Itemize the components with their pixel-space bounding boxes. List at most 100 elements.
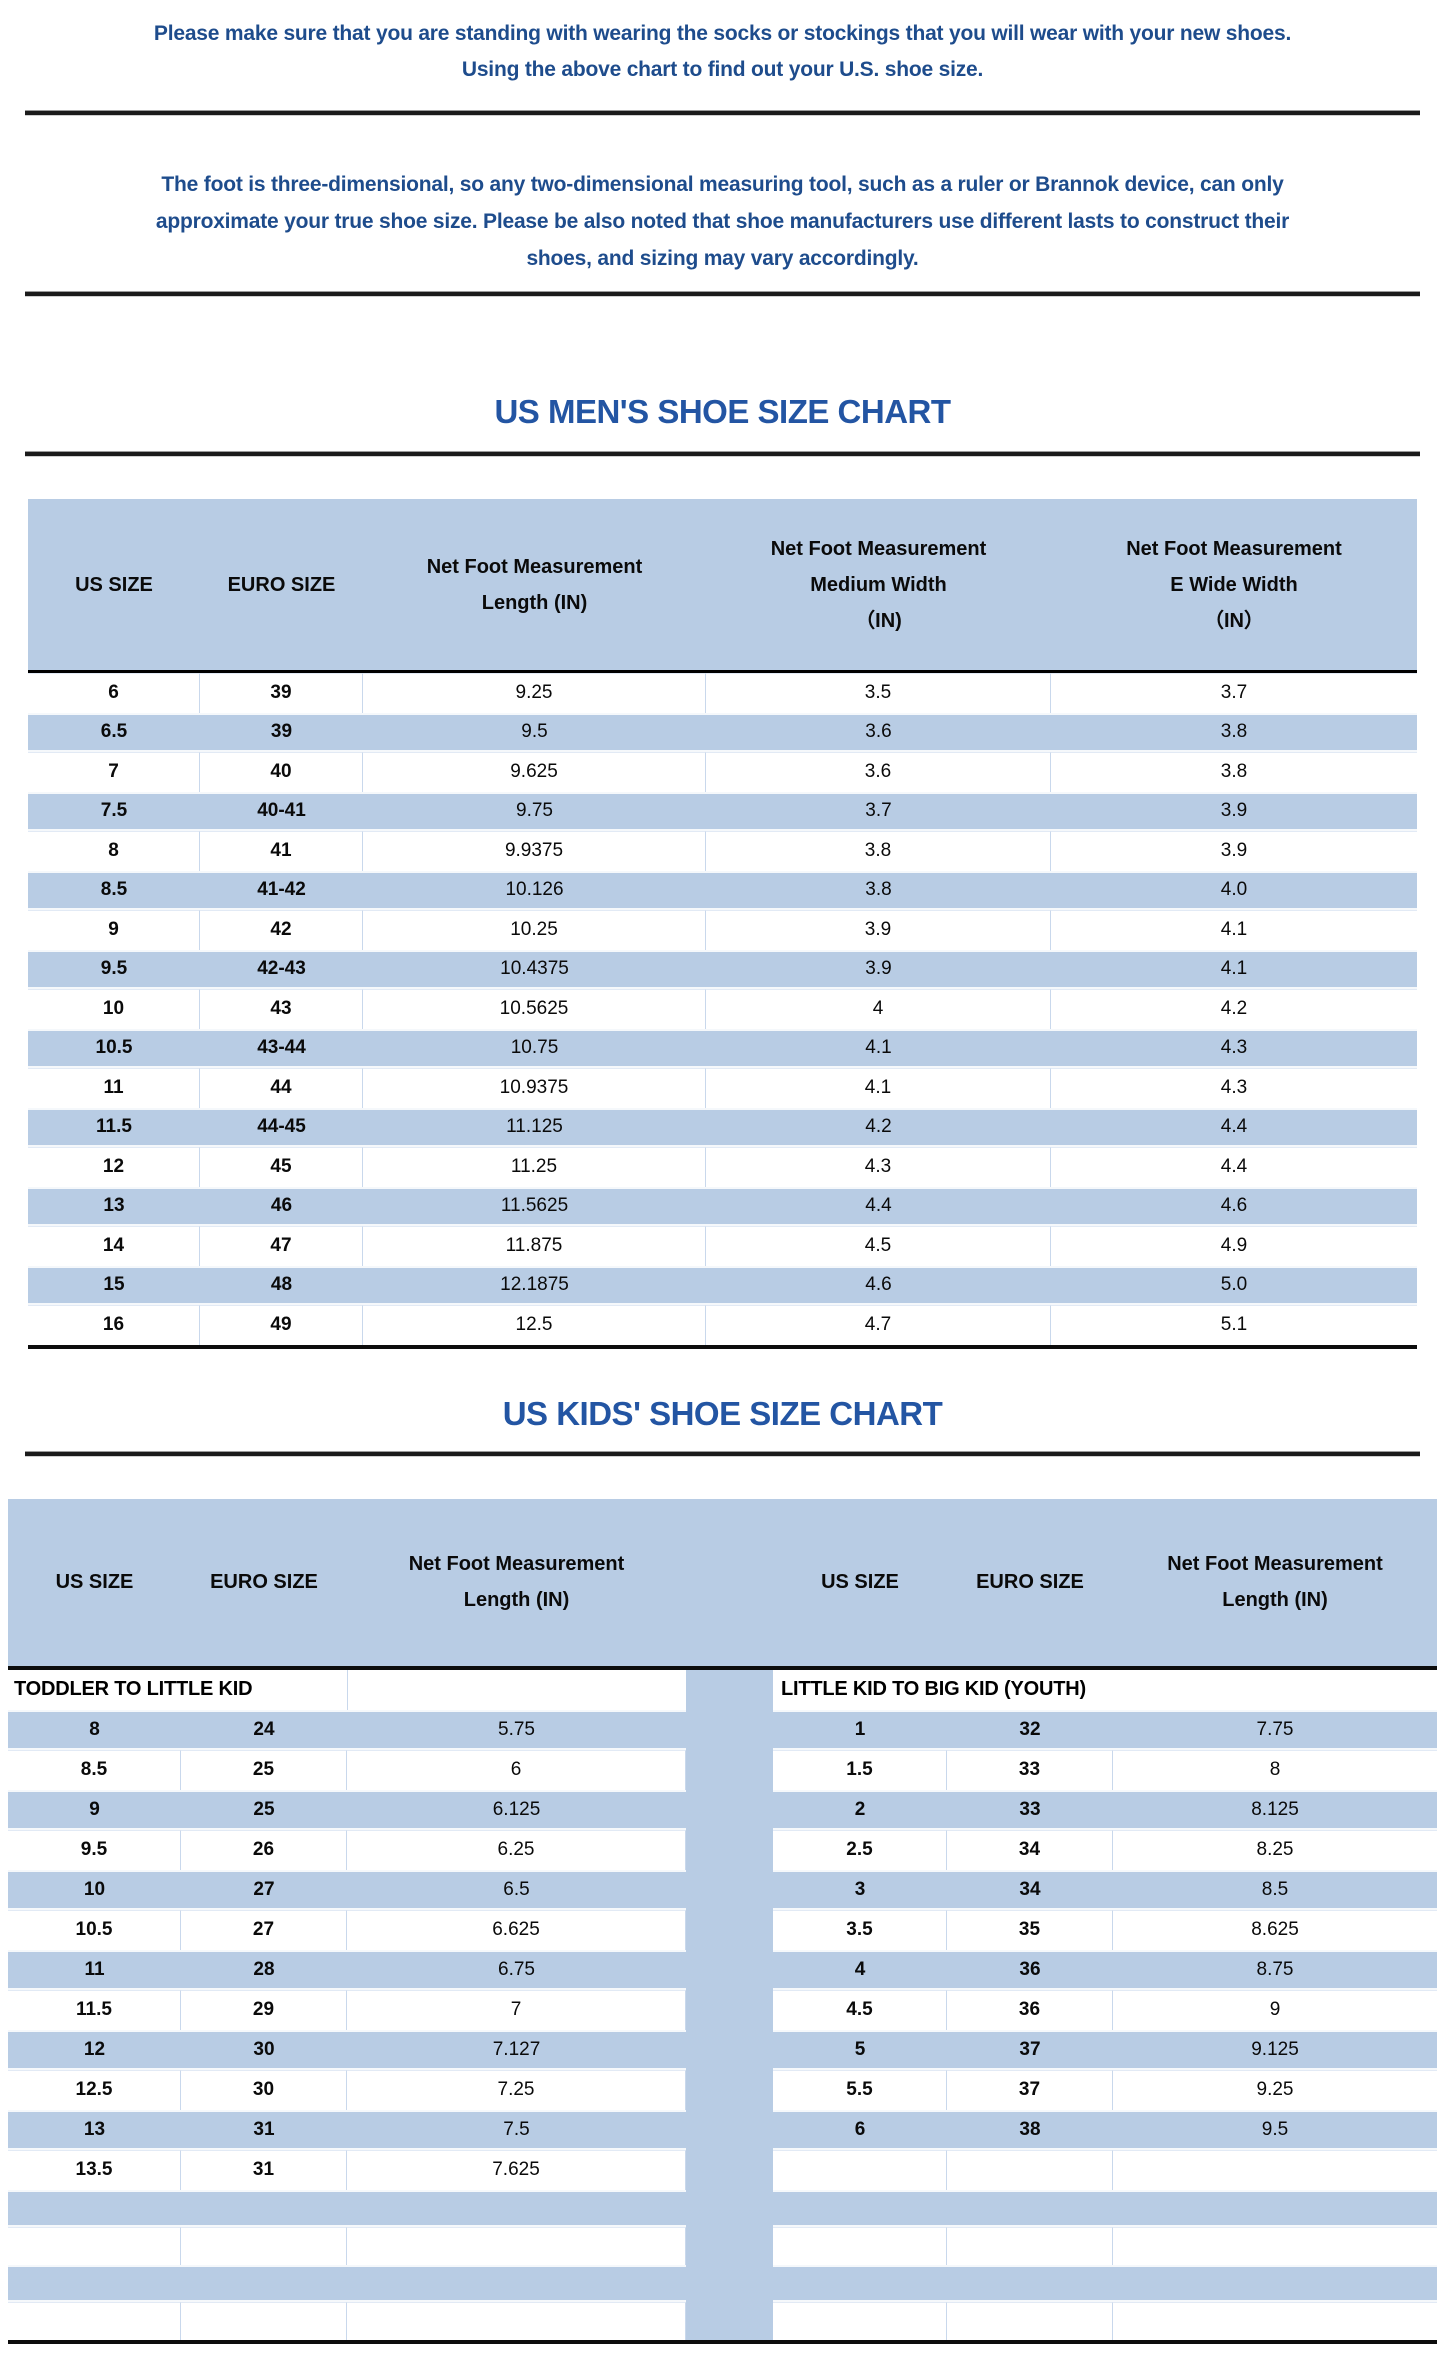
whitespace-gap — [0, 457, 1445, 499]
spacer-cell — [686, 1749, 773, 1790]
table-cell: 27 — [181, 1869, 347, 1910]
table-row — [8, 2189, 1437, 2227]
table-cell: 3.8 — [1051, 752, 1417, 792]
table-cell: 28 — [181, 1949, 347, 1990]
table-cell: 4.3 — [1051, 1068, 1417, 1108]
table-cell: 3.8 — [1051, 712, 1417, 752]
table-cell: 3.9 — [1051, 831, 1417, 871]
table-cell: 4.4 — [706, 1186, 1051, 1226]
spacer-cell — [686, 2109, 773, 2150]
table-row: 11.5 44-45 11.125 4.2 4.4 — [28, 1107, 1417, 1147]
header-cell: EURO SIZE — [200, 499, 363, 670]
table-cell: 2 — [773, 1789, 947, 1830]
table-cell: 9.5 — [1113, 2109, 1437, 2150]
spacer-cell — [686, 1709, 773, 1750]
table-row: 11 28 6.75 4 36 8.75 — [8, 1949, 1437, 1990]
table-row: 11 44 10.9375 4.1 4.3 — [28, 1068, 1417, 1108]
spacer-cell — [686, 2189, 773, 2227]
intro-line: shoes, and sizing may vary accordingly. — [526, 247, 919, 270]
spacer-cell — [686, 1869, 773, 1910]
table-cell: 24 — [181, 1709, 347, 1750]
table-cell: 42 — [200, 910, 363, 950]
table-cell: 41-42 — [200, 870, 363, 910]
table-cell: 31 — [181, 2109, 347, 2150]
table-cell: 4.1 — [1051, 910, 1417, 950]
table-cell: 4.9 — [1051, 1226, 1417, 1266]
table-cell: 44 — [200, 1068, 363, 1108]
table-cell: 3.9 — [1051, 791, 1417, 831]
table-cell: 3.6 — [706, 752, 1051, 792]
table-cell: 12.5 — [8, 2069, 181, 2110]
table-cell — [947, 2189, 1113, 2227]
table-row — [8, 2302, 1437, 2340]
table-cell — [1113, 2264, 1437, 2302]
table-cell: 9.75 — [363, 791, 706, 831]
table-cell: 7.127 — [347, 2029, 686, 2070]
section-label-toddler: TODDLER TO LITTLE KID — [8, 1669, 347, 1710]
table-cell: 30 — [181, 2029, 347, 2070]
table-cell: 4.3 — [1051, 1028, 1417, 1068]
table-cell: 10.5 — [8, 1909, 181, 1950]
intro-line: The foot is three-dimensional, so any tw… — [161, 173, 1284, 196]
spacer-cell — [686, 2069, 773, 2110]
table-cell: 34 — [947, 1869, 1113, 1910]
table-cell: 3.8 — [706, 870, 1051, 910]
table-cell — [1113, 2302, 1437, 2340]
mens-table-header: US SIZE EURO SIZE Net Foot Measurement Leng… — [28, 499, 1417, 670]
table-cell: 12.5 — [363, 1305, 706, 1345]
header-cell-line: Net Foot Measurement — [408, 1553, 625, 1575]
table-cell: 3.7 — [1051, 673, 1417, 713]
table-row: 15 48 12.1875 4.6 5.0 — [28, 1265, 1417, 1305]
table-bottom-line — [28, 1344, 1417, 1349]
table-cell: 1.5 — [773, 1749, 947, 1790]
section-label-youth: LITTLE KID TO BIG KID (YOUTH) — [773, 1669, 1437, 1710]
table-cell: 9.5 — [363, 712, 706, 752]
table-cell: 4.1 — [1051, 949, 1417, 989]
table-cell: 4.5 — [773, 1989, 947, 2030]
intro-paragraph-1: Please make sure that you are standing w… — [0, 0, 1445, 88]
table-row: 10 43 10.5625 4 4.2 — [28, 989, 1417, 1029]
table-cell — [773, 2302, 947, 2340]
table-cell: 7 — [28, 752, 200, 792]
table-cell — [1113, 2149, 1437, 2190]
separator-rule — [25, 110, 1420, 116]
header-cell: US SIZE — [28, 499, 200, 670]
table-row: 12.5 30 7.25 5.5 37 9.25 — [8, 2069, 1437, 2110]
table-cell: 12 — [8, 2029, 181, 2070]
whitespace-gap — [0, 1457, 1445, 1499]
table-cell: 4 — [773, 1949, 947, 1990]
table-cell: 8.5 — [8, 1749, 181, 1790]
mens-table-body: 6 39 9.25 3.5 3.7 6.5 39 9.5 3.6 3.8 7 40 9.625 3.6 3.… — [28, 673, 1417, 1345]
table-cell: 29 — [181, 1989, 347, 2030]
separator-rule — [25, 1450, 1420, 1457]
table-cell: 11 — [8, 1949, 181, 1990]
header-cell: US SIZE — [773, 1499, 947, 1666]
header-cell-line: Net Foot Measurement — [770, 537, 987, 560]
table-row: 7.5 40-41 9.75 3.7 3.9 — [28, 791, 1417, 831]
header-cell-line: Net Foot Measurement — [1126, 537, 1342, 560]
table-cell: 10.75 — [363, 1028, 706, 1068]
table-row: 12 45 11.25 4.3 4.4 — [28, 1147, 1417, 1187]
table-cell: 9 — [28, 910, 200, 950]
table-cell: 27 — [181, 1909, 347, 1950]
table-cell: 34 — [947, 1829, 1113, 1870]
spacer-cell — [686, 1829, 773, 1870]
table-cell: 16 — [28, 1305, 200, 1345]
table-cell: 9.125 — [1113, 2029, 1437, 2070]
table-row: 8 41 9.9375 3.8 3.9 — [28, 831, 1417, 871]
table-cell: 4.0 — [1051, 870, 1417, 910]
table-cell: 3.9 — [706, 910, 1051, 950]
table-cell: 6.5 — [28, 712, 200, 752]
table-cell: 43-44 — [200, 1028, 363, 1068]
table-cell: 8.625 — [1113, 1909, 1437, 1950]
mens-chart-title: US MEN'S SHOE SIZE CHART — [494, 393, 951, 430]
table-cell: 30 — [181, 2069, 347, 2110]
spacer-cell — [686, 1909, 773, 1950]
spacer-cell — [686, 2264, 773, 2302]
table-cell — [347, 2189, 686, 2227]
bottom-margin — [0, 2343, 1445, 2369]
table-cell — [181, 2264, 347, 2302]
table-cell: 11.5 — [8, 1989, 181, 2030]
table-cell — [181, 2189, 347, 2227]
table-cell: 7.5 — [347, 2109, 686, 2150]
